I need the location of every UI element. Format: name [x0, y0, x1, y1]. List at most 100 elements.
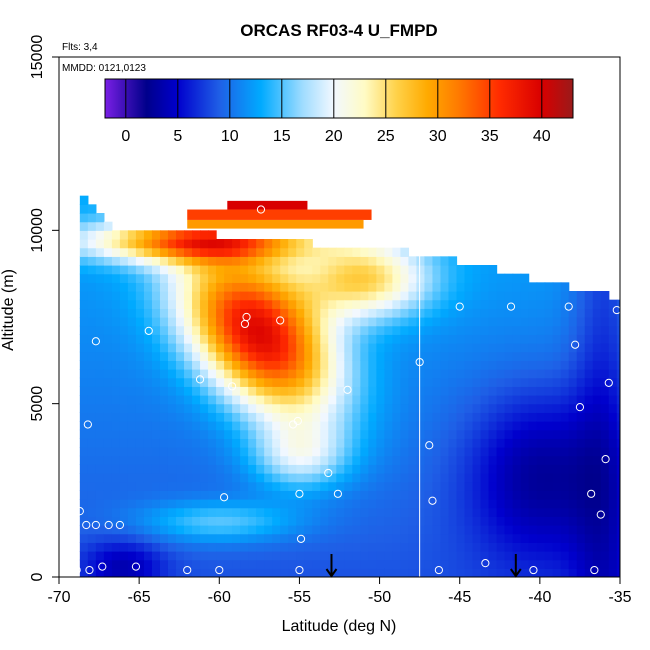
heatmap-cell — [544, 360, 554, 370]
heatmap-cell — [376, 490, 385, 500]
heatmap-cell — [296, 403, 305, 413]
heatmap-cell — [159, 230, 169, 240]
heatmap-cell — [296, 265, 305, 275]
heatmap-cell — [304, 282, 313, 292]
heatmap-cell — [408, 464, 418, 474]
heatmap-cell — [224, 256, 233, 266]
heatmap-cell — [616, 516, 620, 526]
heatmap-cell — [496, 429, 506, 439]
heatmap-cell — [336, 369, 345, 379]
heatmap-cell — [208, 273, 217, 283]
heatmap-cell — [448, 429, 458, 439]
heatmap-cell — [208, 542, 217, 552]
heatmap-cell — [264, 429, 273, 439]
heatmap-cell — [408, 455, 418, 465]
heatmap-cell — [560, 325, 570, 335]
heatmap-cell — [167, 291, 177, 301]
heatmap-cell — [111, 395, 121, 405]
heatmap-cell — [240, 499, 249, 509]
heatmap-cell — [408, 403, 418, 413]
heatmap-cell — [135, 273, 145, 283]
heatmap-cell — [127, 481, 137, 491]
heatmap-cell — [143, 412, 153, 422]
heatmap-cell — [440, 403, 450, 413]
heatmap-cell — [176, 455, 185, 465]
heatmap-cell — [304, 455, 313, 465]
heatmap-cell — [312, 542, 321, 552]
heatmap-cell — [336, 438, 345, 448]
heatmap-cell — [584, 343, 594, 353]
heatmap-cell — [512, 559, 522, 569]
heatmap-cell — [167, 282, 177, 292]
heatmap-cell — [232, 551, 241, 561]
heatmap-cell — [151, 230, 161, 240]
heatmap-cell — [552, 447, 562, 457]
heatmap-cell — [111, 334, 121, 344]
heatmap-cell — [360, 499, 369, 509]
heatmap-cell — [296, 369, 305, 379]
heatmap-cell — [472, 447, 482, 457]
heatmap-cell — [456, 291, 466, 301]
heatmap-cell — [280, 507, 289, 517]
heatmap-cell — [208, 421, 217, 431]
heatmap-cell — [464, 421, 474, 431]
heatmap-cell — [240, 291, 249, 301]
heatmap-cell — [584, 377, 594, 387]
heatmap-cell — [376, 507, 385, 517]
heatmap-cell — [200, 507, 209, 517]
heatmap-cell — [400, 369, 410, 379]
heatmap-cell — [568, 299, 578, 309]
heatmap-cell — [384, 273, 393, 283]
heatmap-cell — [432, 334, 442, 344]
heatmap-cell — [400, 351, 410, 361]
heatmap-cell — [224, 499, 233, 509]
heatmap-cell — [416, 455, 426, 465]
heatmap-cell — [488, 568, 498, 577]
heatmap-cell — [416, 334, 426, 344]
heatmap-cell — [111, 325, 121, 335]
heatmap-cell — [376, 334, 385, 344]
heatmap-cell — [200, 343, 209, 353]
colorbar-tick-label: 30 — [429, 128, 447, 145]
heatmap-cell — [328, 395, 337, 405]
heatmap-cell — [288, 265, 297, 275]
heatmap-cell — [312, 499, 321, 509]
heatmap-cell — [536, 455, 546, 465]
heatmap-cell — [528, 568, 538, 577]
heatmap-cell — [272, 464, 281, 474]
heatmap-cell — [127, 551, 137, 561]
heatmap-cell — [576, 351, 586, 361]
heatmap-cell — [448, 351, 458, 361]
heatmap-cell — [87, 273, 97, 283]
heatmap-cell — [376, 308, 385, 318]
heatmap-cell — [304, 325, 313, 335]
heatmap-cell — [424, 447, 434, 457]
heatmap-cell — [176, 516, 185, 526]
heatmap-cell — [504, 481, 514, 491]
heatmap-cell — [368, 351, 377, 361]
heatmap-cell — [103, 559, 113, 569]
heatmap-cell — [472, 299, 482, 309]
heatmap-cell — [272, 542, 281, 552]
heatmap-cell — [584, 525, 594, 535]
heatmap-cell — [280, 559, 289, 569]
heatmap-cell — [111, 464, 121, 474]
heatmap-cell — [167, 447, 177, 457]
heatmap-cell — [200, 516, 209, 526]
heatmap-cell — [95, 213, 105, 223]
heatmap-cell — [264, 325, 273, 335]
heatmap-cell — [135, 499, 145, 509]
heatmap-cell — [416, 533, 426, 543]
heatmap-cell — [143, 239, 153, 249]
heatmap-cell — [352, 325, 361, 335]
heatmap-cell — [320, 551, 329, 561]
heatmap-cell — [600, 325, 610, 335]
heatmap-cell — [464, 395, 474, 405]
heatmap-cell — [400, 386, 410, 396]
heatmap-cell — [448, 507, 458, 517]
heatmap-cell — [127, 299, 137, 309]
heatmap-cell — [408, 351, 418, 361]
heatmap-cell — [296, 568, 305, 577]
heatmap-cell — [440, 299, 450, 309]
heatmap-cell — [248, 334, 257, 344]
